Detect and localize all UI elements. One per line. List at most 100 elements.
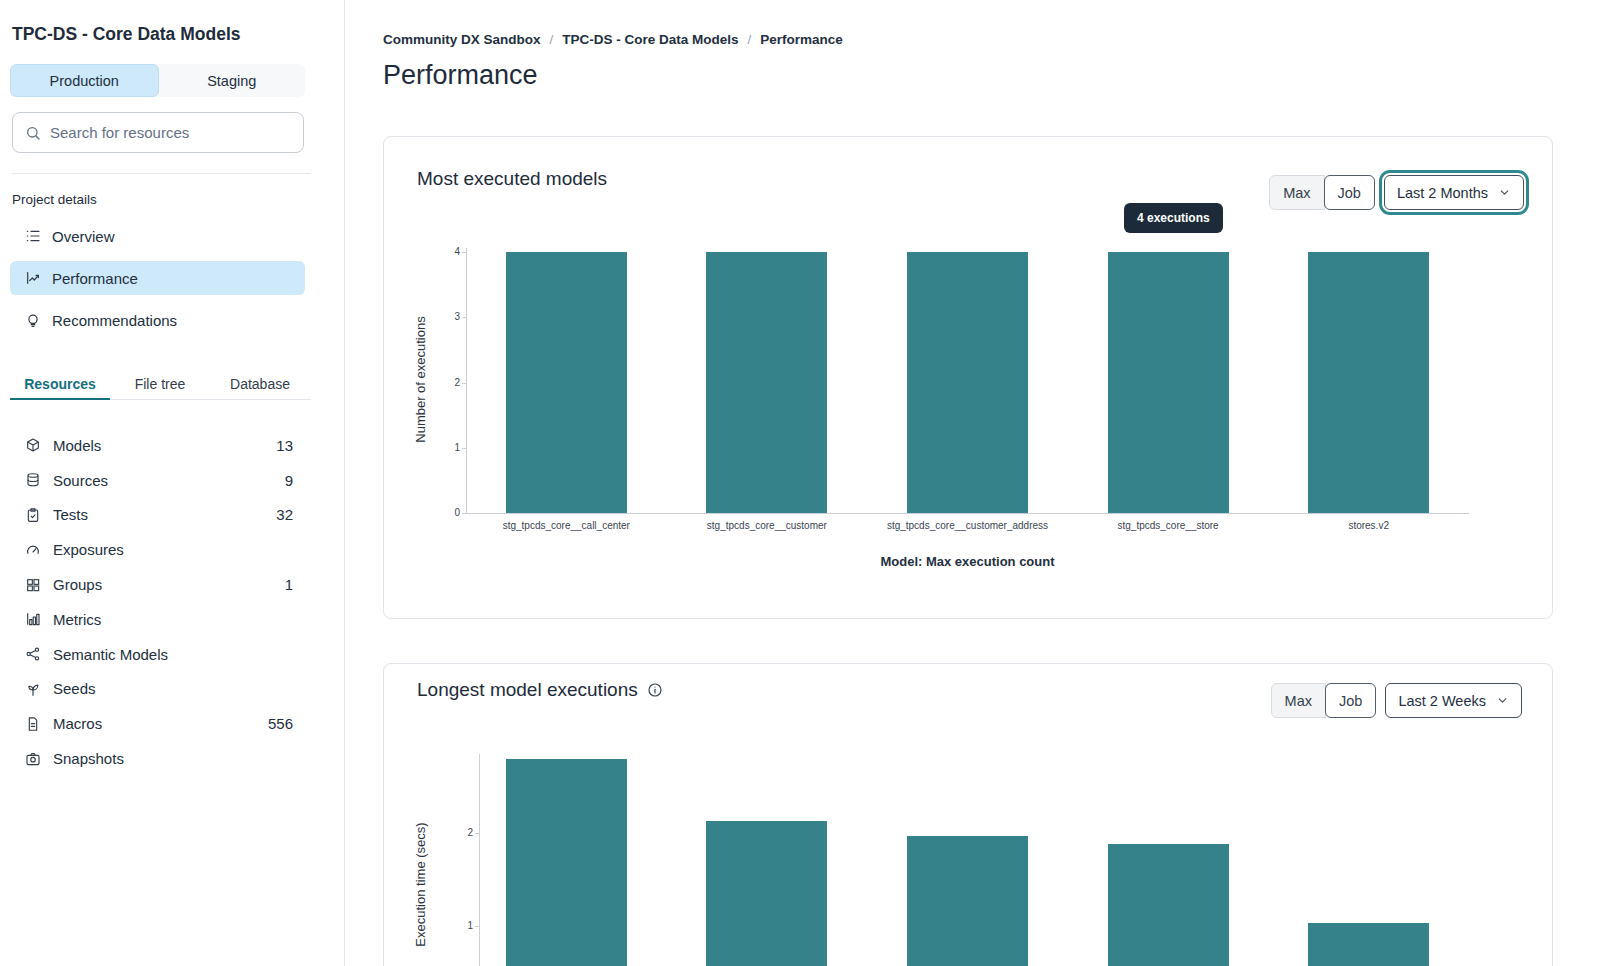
- sidebar-item-label: Recommendations: [52, 312, 177, 329]
- y-tick-label: 0: [426, 507, 460, 518]
- lightbulb-icon: [25, 312, 41, 328]
- chart-bar[interactable]: [506, 252, 627, 513]
- breadcrumb: Community DX Sandbox / TPC-DS - Core Dat…: [383, 32, 843, 47]
- resource-label: Models: [53, 437, 101, 454]
- x-category-label: stg_tpcds_core__customer_address: [867, 520, 1068, 531]
- sidebar-item-models[interactable]: Models 13: [10, 428, 305, 463]
- sidebar-item-metrics[interactable]: Metrics: [10, 602, 305, 637]
- nodes-icon: [25, 646, 41, 662]
- y-axis-title: Number of executions: [413, 230, 428, 530]
- search-box[interactable]: [12, 112, 304, 153]
- tab-resources[interactable]: Resources: [10, 368, 110, 399]
- bar-chart-icon: [25, 611, 41, 627]
- tab-staging[interactable]: Staging: [159, 64, 306, 97]
- main-content: Community DX Sandbox / TPC-DS - Core Dat…: [345, 0, 1621, 966]
- resource-label: Snapshots: [53, 750, 124, 767]
- resource-tabs: Resources File tree Database: [10, 368, 311, 400]
- resource-list: Models 13 Sources 9 Tests 32 Exposures G…: [10, 428, 305, 776]
- sidebar-item-label: Performance: [52, 270, 138, 287]
- search-input[interactable]: [50, 124, 291, 141]
- chart-bar[interactable]: [506, 759, 627, 966]
- clipboard-check-icon: [25, 507, 41, 523]
- y-tick-mark: [475, 833, 479, 834]
- y-tick-mark: [462, 513, 466, 514]
- breadcrumb-current: Performance: [760, 32, 843, 47]
- environment-toggle: Production Staging: [10, 64, 305, 97]
- sidebar-item-snapshots[interactable]: Snapshots: [10, 741, 305, 776]
- sidebar-item-performance[interactable]: Performance: [10, 261, 305, 295]
- y-tick-mark: [475, 926, 479, 927]
- y-tick-mark: [462, 448, 466, 449]
- resource-count: 9: [285, 472, 293, 489]
- chart-bar[interactable]: [1308, 252, 1429, 513]
- sidebar-item-exposures[interactable]: Exposures: [10, 532, 305, 567]
- x-category-label: stg_tpcds_core__customer: [667, 520, 868, 531]
- resource-label: Macros: [53, 715, 102, 732]
- longest-model-executions-card: Longest model executions Max Job Last 2 …: [383, 663, 1553, 966]
- chart-tooltip: 4 executions: [1124, 203, 1223, 233]
- y-axis-line: [466, 248, 467, 513]
- y-tick-label: 2: [426, 377, 460, 388]
- page-title: Performance: [383, 60, 538, 91]
- resource-count: 556: [268, 715, 293, 732]
- sidebar-item-groups[interactable]: Groups 1: [10, 567, 305, 602]
- sidebar: TPC-DS - Core Data Models Production Sta…: [0, 0, 345, 966]
- y-tick-mark: [462, 252, 466, 253]
- chart-bar[interactable]: [706, 821, 827, 966]
- job-button[interactable]: Job: [1324, 175, 1375, 210]
- chart-bar[interactable]: [907, 836, 1028, 966]
- chart-bar[interactable]: [907, 252, 1028, 513]
- sidebar-item-overview[interactable]: Overview: [10, 219, 305, 253]
- breadcrumb-account[interactable]: Community DX Sandbox: [383, 32, 541, 47]
- chart-bar[interactable]: [1108, 252, 1229, 513]
- tab-database[interactable]: Database: [210, 368, 310, 399]
- job-button[interactable]: Job: [1325, 683, 1376, 718]
- sidebar-item-semantic-models[interactable]: Semantic Models: [10, 637, 305, 672]
- sidebar-item-recommendations[interactable]: Recommendations: [10, 303, 305, 337]
- cube-icon: [25, 437, 41, 453]
- sidebar-item-sources[interactable]: Sources 9: [10, 463, 305, 498]
- breadcrumb-project[interactable]: TPC-DS - Core Data Models: [562, 32, 738, 47]
- x-category-label: stg_tpcds_core__store: [1068, 520, 1269, 531]
- resource-label: Groups: [53, 576, 102, 593]
- tab-file-tree[interactable]: File tree: [110, 368, 210, 399]
- y-tick-label: 1: [426, 442, 460, 453]
- sidebar-item-seeds[interactable]: Seeds: [10, 672, 305, 707]
- x-axis-line: [466, 513, 1469, 514]
- y-tick-label: 1: [439, 920, 473, 931]
- y-tick-label: 2: [439, 827, 473, 838]
- most-executed-models-chart: 01234stg_tpcds_core__call_centerstg_tpcd…: [384, 137, 1552, 618]
- chart-bar[interactable]: [706, 252, 827, 513]
- breadcrumb-separator: /: [550, 32, 554, 47]
- y-tick-label: 3: [426, 311, 460, 322]
- project-details-heading: Project details: [12, 192, 97, 207]
- resource-count: 32: [276, 506, 293, 523]
- resource-label: Semantic Models: [53, 646, 168, 663]
- x-axis-title: Model: Max execution count: [466, 554, 1469, 569]
- search-icon: [25, 125, 41, 141]
- sidebar-item-label: Overview: [52, 228, 115, 245]
- y-axis-line: [479, 754, 480, 966]
- sidebar-item-tests[interactable]: Tests 32: [10, 498, 305, 533]
- project-nav: Overview Performance Recommendations: [10, 219, 305, 337]
- x-category-label: stores.v2: [1268, 520, 1469, 531]
- y-axis-title: Execution time (secs): [413, 735, 428, 966]
- resource-label: Metrics: [53, 611, 101, 628]
- chart-line-icon: [25, 270, 41, 286]
- list-icon: [25, 228, 41, 244]
- resource-label: Seeds: [53, 680, 96, 697]
- x-category-label: stg_tpcds_core__call_center: [466, 520, 667, 531]
- project-title: TPC-DS - Core Data Models: [12, 24, 241, 45]
- chart-bar[interactable]: [1108, 844, 1229, 966]
- resource-label: Exposures: [53, 541, 124, 558]
- sidebar-item-macros[interactable]: Macros 556: [10, 706, 305, 741]
- tab-production[interactable]: Production: [10, 64, 159, 97]
- resource-label: Sources: [53, 472, 108, 489]
- y-tick-label: 4: [426, 246, 460, 257]
- resource-label: Tests: [53, 506, 88, 523]
- grid-icon: [25, 577, 41, 593]
- camera-icon: [25, 751, 41, 767]
- y-tick-mark: [462, 317, 466, 318]
- most-executed-models-card: Most executed models Max Job Last 2 Mont…: [383, 136, 1553, 619]
- chart-bar[interactable]: [1308, 923, 1429, 966]
